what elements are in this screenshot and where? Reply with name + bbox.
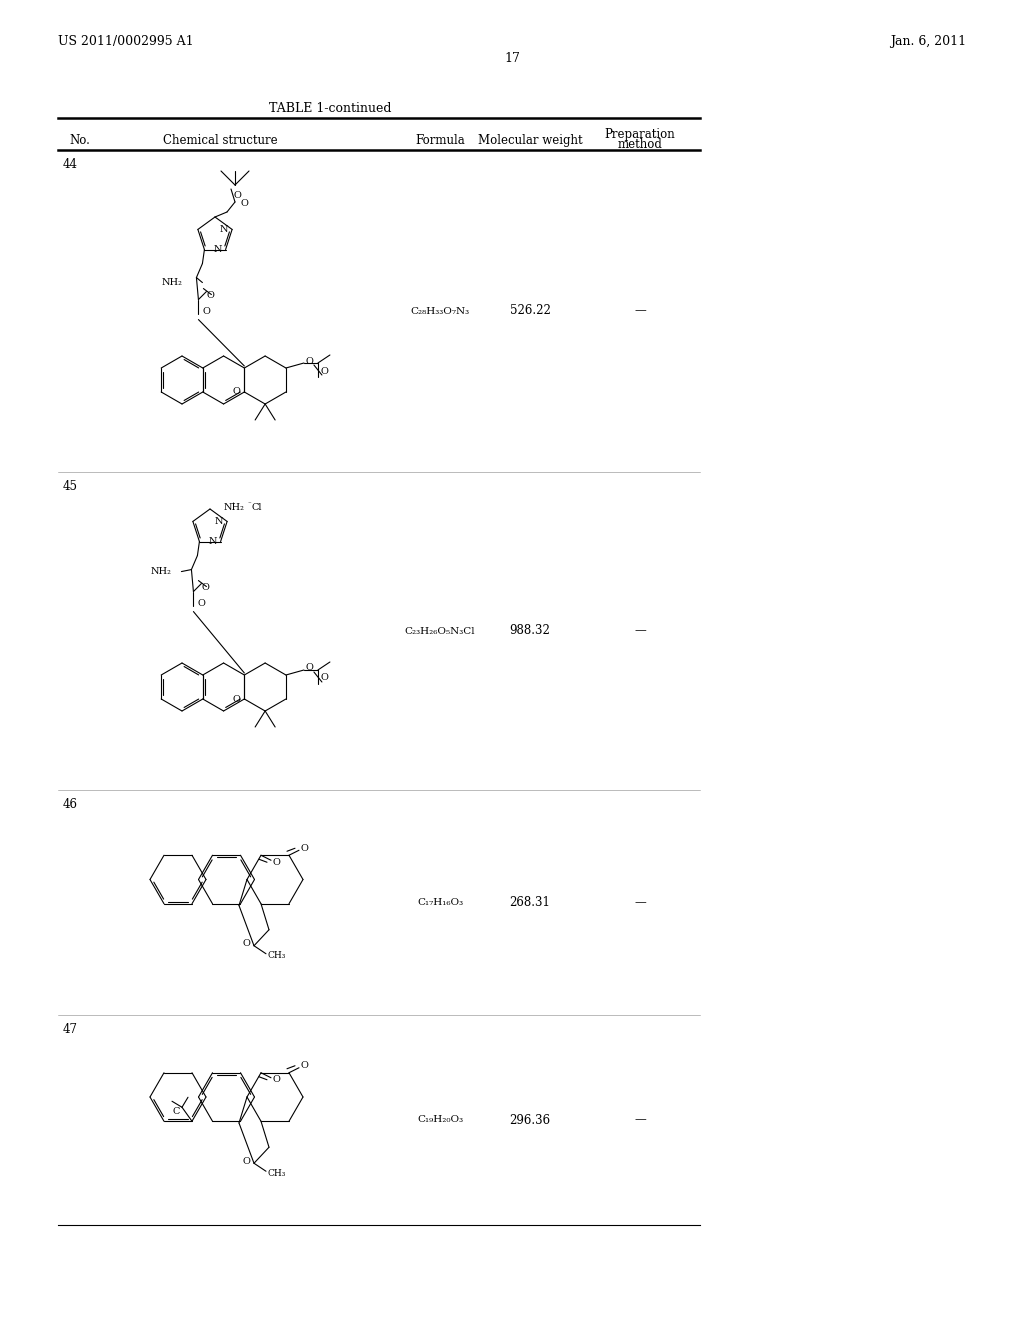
Text: O: O	[272, 1076, 280, 1084]
Text: O: O	[240, 199, 248, 209]
Text: O: O	[198, 599, 206, 609]
Text: C₂₃H₂₆O₅N₃Cl: C₂₃H₂₆O₅N₃Cl	[404, 627, 475, 635]
Text: O: O	[300, 1061, 308, 1071]
Text: O: O	[242, 940, 250, 948]
Text: —: —	[634, 1114, 646, 1126]
Text: Chemical structure: Chemical structure	[163, 135, 278, 147]
Text: C₁₉H₂₀O₃: C₁₉H₂₀O₃	[417, 1115, 463, 1125]
Text: —: —	[634, 305, 646, 318]
Text: C₁₇H₁₆O₃: C₁₇H₁₆O₃	[417, 898, 463, 907]
Text: N: N	[208, 537, 217, 546]
Text: 47: 47	[63, 1023, 78, 1036]
Text: 46: 46	[63, 799, 78, 810]
Text: ⁺: ⁺	[232, 502, 236, 510]
Text: Preparation: Preparation	[604, 128, 676, 141]
Text: O: O	[232, 694, 241, 704]
Text: O: O	[242, 1156, 250, 1166]
Text: 44: 44	[63, 158, 78, 172]
Text: O: O	[233, 191, 241, 201]
Text: 988.32: 988.32	[510, 624, 551, 638]
Text: O: O	[321, 367, 329, 375]
Text: Molecular weight: Molecular weight	[477, 135, 583, 147]
Text: method: method	[617, 139, 663, 150]
Text: O: O	[232, 388, 241, 396]
Text: N: N	[215, 517, 223, 525]
Text: CH₃: CH₃	[268, 952, 287, 960]
Text: 17: 17	[504, 51, 520, 65]
Text: 268.31: 268.31	[510, 896, 551, 909]
Text: No.: No.	[70, 135, 90, 147]
Text: C₂₈H₃₃O₇N₃: C₂₈H₃₃O₇N₃	[411, 306, 470, 315]
Text: O: O	[306, 664, 314, 672]
Text: TABLE 1-continued: TABLE 1-continued	[268, 102, 391, 115]
Text: O: O	[207, 292, 214, 300]
Text: Cl: Cl	[252, 503, 262, 511]
Text: N: N	[213, 246, 222, 253]
Text: 45: 45	[63, 480, 78, 492]
Text: O: O	[306, 356, 314, 366]
Text: O: O	[202, 583, 209, 593]
Text: NH₂: NH₂	[162, 279, 182, 286]
Text: Jan. 6, 2011: Jan. 6, 2011	[890, 36, 966, 48]
Text: NH₂: NH₂	[224, 503, 245, 511]
Text: C: C	[172, 1106, 179, 1115]
Text: CH₃: CH₃	[268, 1168, 287, 1177]
Text: O: O	[272, 858, 280, 867]
Text: ⁻: ⁻	[248, 502, 252, 510]
Text: —: —	[634, 896, 646, 909]
Text: O: O	[203, 308, 210, 315]
Text: N: N	[220, 224, 228, 234]
Text: O: O	[300, 843, 308, 853]
Text: US 2011/0002995 A1: US 2011/0002995 A1	[58, 36, 194, 48]
Text: NH₂: NH₂	[151, 568, 171, 576]
Text: 296.36: 296.36	[509, 1114, 551, 1126]
Text: Formula: Formula	[415, 135, 465, 147]
Text: O: O	[321, 673, 329, 682]
Text: 526.22: 526.22	[510, 305, 551, 318]
Text: —: —	[634, 624, 646, 638]
